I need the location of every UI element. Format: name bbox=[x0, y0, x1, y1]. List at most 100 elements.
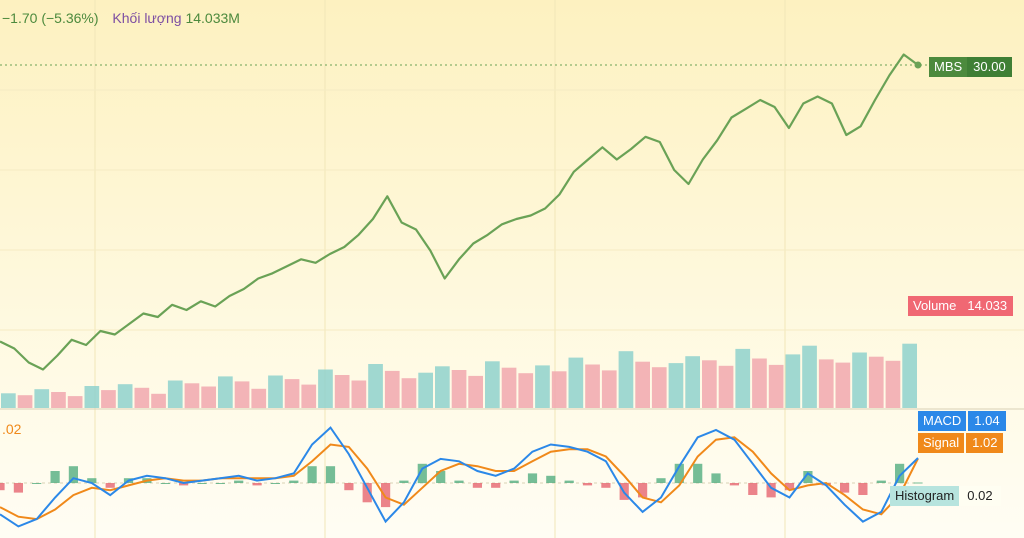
histogram-bar bbox=[105, 483, 115, 488]
volume-bar bbox=[134, 387, 150, 408]
histogram-bar bbox=[13, 483, 23, 493]
volume-bar bbox=[51, 392, 66, 408]
histogram-bar bbox=[307, 466, 317, 484]
histogram-bar bbox=[509, 480, 519, 483]
volume-bar bbox=[151, 393, 166, 408]
histogram-bar bbox=[87, 478, 97, 483]
histogram-bar bbox=[215, 483, 225, 484]
volume-bar bbox=[835, 362, 851, 408]
volume-bar bbox=[451, 370, 467, 408]
volume-bar bbox=[234, 381, 250, 408]
histogram-bar bbox=[417, 463, 427, 484]
volume-bar bbox=[318, 369, 333, 408]
histogram-bar bbox=[784, 483, 795, 491]
histogram-bar bbox=[564, 480, 574, 483]
volume-bar bbox=[818, 359, 834, 408]
volume-bar bbox=[101, 390, 116, 408]
histogram-bar bbox=[362, 483, 372, 503]
volume-bar bbox=[551, 371, 567, 408]
volume-bar bbox=[735, 348, 751, 408]
volume-bar bbox=[268, 375, 283, 408]
histogram-bar bbox=[381, 483, 391, 508]
histogram-bar bbox=[656, 478, 666, 483]
volume-tag-value: 14.033 bbox=[961, 296, 1014, 316]
histogram-bar bbox=[711, 473, 721, 483]
histogram-bar bbox=[197, 483, 207, 484]
volume-bar bbox=[117, 384, 133, 408]
histogram-bar bbox=[913, 482, 923, 484]
volume-bar bbox=[167, 380, 183, 408]
signal-line bbox=[0, 436, 919, 521]
price-tag: MBS 30.00 bbox=[929, 57, 1012, 77]
volume-label: Khối lượng bbox=[112, 10, 182, 26]
signal-tag-label: Signal bbox=[918, 433, 965, 453]
histogram-bar bbox=[270, 483, 280, 484]
volume-bar bbox=[685, 356, 700, 408]
volume-bar bbox=[351, 380, 367, 408]
price-line bbox=[0, 53, 919, 371]
volume-bar bbox=[468, 375, 483, 408]
volume-bar bbox=[702, 360, 717, 408]
volume-bar bbox=[852, 352, 867, 408]
histogram-bar bbox=[234, 480, 244, 483]
volume-bar bbox=[868, 356, 884, 408]
volume-bar bbox=[301, 384, 317, 408]
histogram-bar bbox=[472, 483, 482, 488]
signal-tag-value: 1.02 bbox=[966, 433, 1004, 453]
histogram-bar bbox=[693, 463, 703, 484]
histogram-bar bbox=[399, 480, 409, 483]
volume-bar bbox=[718, 365, 734, 408]
volume-bar bbox=[635, 361, 650, 408]
volume-bar bbox=[902, 343, 917, 408]
volume-bar bbox=[184, 383, 200, 409]
volume-tag-label: Volume bbox=[908, 296, 962, 316]
volume-bar bbox=[802, 345, 817, 408]
volume-bar bbox=[585, 364, 600, 408]
histogram-bar bbox=[289, 480, 299, 483]
price-tag-value: 30.00 bbox=[967, 57, 1012, 77]
histogram-bar bbox=[821, 483, 831, 486]
volume-bar bbox=[284, 379, 300, 408]
histogram-bar bbox=[546, 475, 556, 483]
volume-bar bbox=[785, 354, 801, 408]
histogram-bar bbox=[840, 483, 850, 493]
volume-bar bbox=[885, 360, 901, 408]
macd-tag: MACD 1.04 bbox=[918, 411, 1006, 431]
histogram-bar bbox=[803, 471, 813, 483]
histogram-bar bbox=[876, 480, 886, 483]
volume-bar bbox=[84, 386, 100, 408]
volume-bar bbox=[752, 358, 767, 408]
price-change: −1.70 (−5.36%) bbox=[2, 10, 99, 26]
volume-bar bbox=[518, 373, 534, 408]
macd-line bbox=[0, 426, 919, 528]
histogram-bar bbox=[858, 483, 868, 495]
histogram-bar bbox=[601, 483, 611, 488]
macd-tag-label: MACD bbox=[918, 411, 967, 431]
histogram-bar bbox=[160, 483, 170, 484]
macd-header-value: .02 bbox=[2, 421, 22, 437]
volume-tag: Volume 14.033 bbox=[908, 296, 1014, 316]
volume-bar bbox=[601, 370, 617, 408]
volume-bar bbox=[535, 365, 550, 408]
last-price-dot bbox=[914, 61, 922, 69]
volume-bar bbox=[218, 376, 233, 408]
histogram-bar bbox=[32, 483, 42, 484]
macd-tag-value: 1.04 bbox=[968, 411, 1006, 431]
volume-bar bbox=[768, 364, 784, 408]
histogram-bar bbox=[895, 463, 905, 484]
histogram-bar bbox=[436, 471, 446, 483]
histogram-tag-label: Histogram bbox=[890, 486, 960, 506]
volume-bar bbox=[485, 361, 500, 409]
histogram-bar bbox=[50, 471, 60, 483]
histogram-tag: Histogram 0.02 bbox=[890, 486, 1001, 506]
histogram-bar bbox=[454, 480, 464, 483]
histogram-bar bbox=[68, 466, 78, 484]
histogram-bar bbox=[491, 483, 501, 488]
volume-bar bbox=[651, 367, 667, 408]
volume-bar bbox=[17, 395, 33, 408]
histogram-bar bbox=[179, 483, 189, 486]
histogram-bar bbox=[766, 483, 776, 498]
histogram-tag-value: 0.02 bbox=[959, 486, 1001, 506]
